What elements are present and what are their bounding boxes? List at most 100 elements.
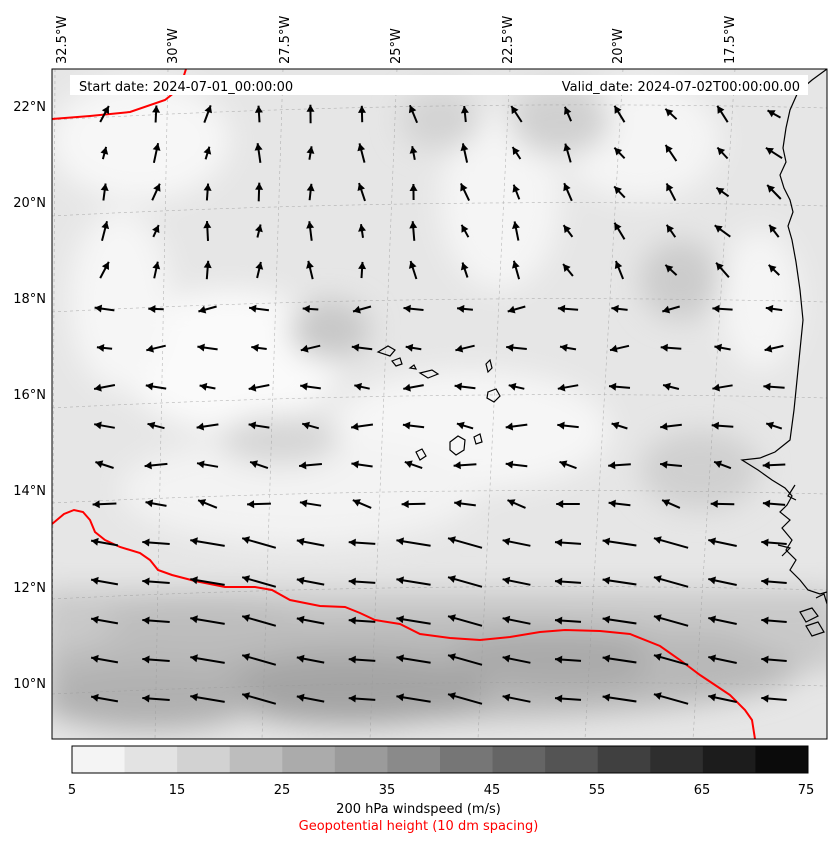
wind-vector-head [203, 146, 212, 155]
wind-vector-head [662, 499, 671, 507]
wind-vector-head [761, 616, 769, 625]
wind-vector-head [454, 382, 462, 391]
wind-vector-head [512, 184, 520, 193]
wind-vector-head [763, 382, 771, 391]
wind-vector-head [396, 654, 404, 663]
wind-vector-head [351, 343, 360, 352]
colorbar-tick-label: 25 [274, 783, 291, 798]
wind-vector-head [95, 460, 104, 468]
wind-vector-head [190, 615, 198, 624]
wind-vector-head [507, 499, 516, 507]
wind-vector-head [242, 575, 250, 583]
colorbar-swatch [387, 746, 441, 773]
wind-vector-head [761, 694, 769, 703]
colorbar-tick-label: 65 [694, 783, 711, 798]
wind-vector-head [101, 261, 109, 270]
wind-vector-head [306, 104, 315, 112]
wind-vector-head [660, 343, 668, 352]
wind-vector-head [665, 264, 674, 273]
wind-vector-head [767, 110, 776, 118]
wind-vector-head [100, 183, 109, 191]
wind-vector-head [502, 537, 511, 546]
wind-vector-head [448, 536, 456, 544]
wind-vector-head [761, 538, 769, 547]
wind-vector-head [714, 460, 723, 468]
wind-vector-head [396, 537, 404, 546]
colorbar-tick-label: 15 [169, 783, 186, 798]
colorbar-ticks: 5 15 25 35 45 55 65 75 [68, 783, 814, 798]
wind-vector-head [665, 108, 674, 117]
wind-vector-head [611, 304, 619, 313]
wind-vector-head [254, 105, 263, 113]
wind-vector-head [717, 147, 726, 156]
wind-vector-head [660, 460, 668, 469]
wind-vector-head [357, 143, 366, 152]
wind-vector-head [145, 499, 154, 508]
wind-vector-head [653, 692, 662, 700]
wind-vector-head [505, 422, 514, 431]
wind-vector-head [512, 147, 520, 155]
wind-vector-head [351, 460, 359, 469]
colorbar-tick-label: 35 [379, 783, 396, 798]
wind-vector-head [96, 344, 105, 352]
wind-vector-head [247, 500, 255, 509]
start-date-label: Start date: 2024-07-01_00:00:00 [79, 80, 293, 95]
wind-vector-head [448, 614, 456, 622]
wind-vector-head [614, 147, 623, 156]
wind-vector-head [299, 461, 307, 470]
wind-vector-head [455, 344, 464, 353]
wind-vector-head [456, 421, 465, 430]
wind-vector-head [563, 225, 571, 234]
wind-vector-head [302, 421, 310, 430]
wind-vector-head [190, 576, 198, 585]
wind-vector-head [708, 537, 716, 546]
wind-vector-head [662, 305, 671, 314]
wind-vector-head [91, 576, 99, 585]
wind-vector-head [762, 461, 770, 470]
wind-vector-head [396, 576, 404, 585]
wind-vector-head [507, 305, 516, 314]
wind-vector-head [203, 183, 212, 191]
wind-vector-head [512, 260, 520, 269]
longitude-labels: 32.5°W 30°W 27.5°W 25°W 22.5°W 20°W 17.5… [55, 16, 738, 64]
wind-vector-head [142, 694, 150, 703]
wind-vector-head [448, 575, 456, 583]
wind-vector-head [761, 655, 769, 664]
wind-vector-head [296, 693, 305, 702]
wind-vector-head [555, 616, 563, 625]
wind-vector-head [152, 105, 161, 113]
wind-vector-head [666, 183, 674, 192]
wind-vector-head [196, 422, 205, 431]
wind-vector-head [94, 421, 102, 430]
wind-vector-head [92, 500, 100, 509]
wind-vector-head [300, 344, 309, 353]
map-panel [52, 69, 827, 739]
wind-vector-head [766, 421, 774, 430]
wind-vector-head [502, 615, 511, 624]
wind-vector-head [248, 383, 257, 392]
wind-vector-head [249, 304, 257, 313]
wind-vector-head [663, 382, 671, 391]
lat-label: 12°N [13, 581, 46, 596]
wind-vector-head [296, 615, 305, 624]
wind-vector-head [608, 499, 616, 508]
wind-vector-head [448, 692, 456, 700]
wind-vectors [90, 104, 787, 705]
wind-vector-head [660, 422, 668, 431]
wind-vector-head [152, 261, 161, 270]
wind-vector-head [190, 693, 198, 702]
wind-vector-head [708, 654, 716, 663]
wind-vector-head [401, 500, 409, 509]
lat-label: 22°N [13, 100, 46, 115]
coastline [376, 69, 827, 637]
colorbar-swatch [702, 746, 756, 773]
wind-vector-head [242, 692, 250, 700]
wind-vector-head [653, 536, 662, 544]
windspeed-caption: 200 hPa windspeed (m/s) [336, 802, 501, 817]
windspeed-shading [52, 80, 827, 730]
wind-vector-head [717, 105, 725, 114]
wind-vector-head [460, 183, 468, 192]
wind-vector-head [563, 264, 571, 272]
colorbar-tick-label: 55 [589, 783, 606, 798]
